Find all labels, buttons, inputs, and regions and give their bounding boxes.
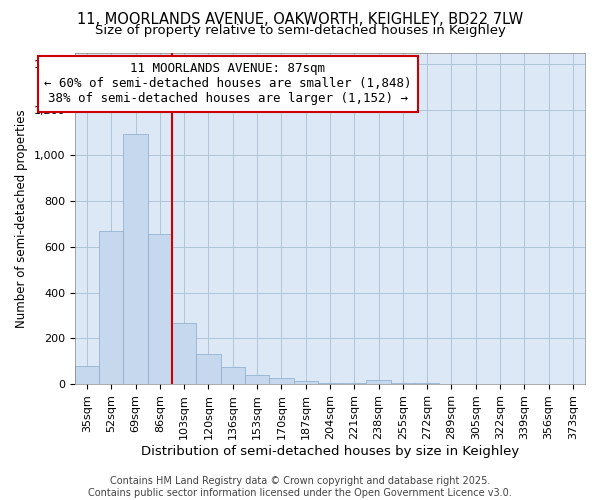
Bar [196,354,221,384]
Bar [245,375,269,384]
Bar [75,366,99,384]
Bar [99,231,124,384]
Bar [391,383,415,384]
X-axis label: Distribution of semi-detached houses by size in Keighley: Distribution of semi-detached houses by … [141,444,519,458]
Bar [269,378,293,384]
Bar [124,134,148,384]
Bar [172,324,196,384]
Bar [293,380,318,384]
Text: 11 MOORLANDS AVENUE: 87sqm
← 60% of semi-detached houses are smaller (1,848)
38%: 11 MOORLANDS AVENUE: 87sqm ← 60% of semi… [44,62,412,106]
Bar [148,234,172,384]
Text: 11, MOORLANDS AVENUE, OAKWORTH, KEIGHLEY, BD22 7LW: 11, MOORLANDS AVENUE, OAKWORTH, KEIGHLEY… [77,12,523,28]
Bar [318,383,342,384]
Text: Size of property relative to semi-detached houses in Keighley: Size of property relative to semi-detach… [95,24,505,37]
Bar [221,367,245,384]
Bar [367,380,391,384]
Y-axis label: Number of semi-detached properties: Number of semi-detached properties [15,109,28,328]
Text: Contains HM Land Registry data © Crown copyright and database right 2025.
Contai: Contains HM Land Registry data © Crown c… [88,476,512,498]
